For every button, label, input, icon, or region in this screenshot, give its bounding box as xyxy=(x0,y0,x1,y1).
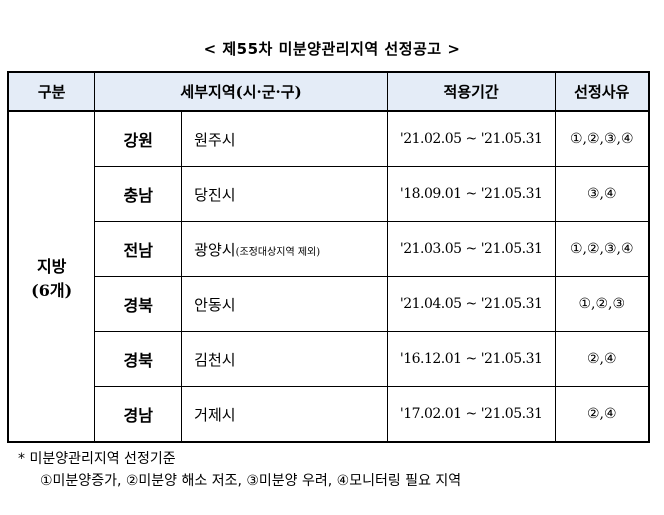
page-title: < 제55차 미분양관리지역 선정공고 > xyxy=(203,40,461,58)
province-cell: 강원 xyxy=(94,110,183,167)
table-row: 경남 거제시 '17.02.01 ~ '21.05.31 ②,④ xyxy=(8,386,650,443)
note-criteria: ①미분양증가, ②미분양 해소 저조, ③미분양 우려, ④모니터링 필요 지역 xyxy=(40,473,462,489)
reason-cell: ①,②,③ xyxy=(554,276,650,332)
table-row: 전남 광양시(조정대상지역 제외) '21.03.05 ~ '21.05.31 ①,②… xyxy=(8,221,650,277)
period-cell: '21.03.05 ~ '21.05.31 xyxy=(386,221,556,277)
city-cell: 김천시 xyxy=(181,331,388,387)
period-cell: '21.02.05 ~ '21.05.31 xyxy=(386,110,556,167)
reason-cell: ②,④ xyxy=(554,386,650,443)
table-row: 지방 (6개) 강원 원주시 '21.02.05 ~ '21.05.31 ①,②,③,④ xyxy=(7,110,650,443)
city-cell: 거제시 xyxy=(181,386,388,443)
city-cell: 광양시(조정대상지역 제외) xyxy=(181,221,388,277)
period-cell: '16.12.01 ~ '21.05.31 xyxy=(386,331,556,387)
city-cell: 원주시 xyxy=(181,110,388,167)
group-cell: 지방 (6개) xyxy=(7,110,96,443)
city-name: 당진시 xyxy=(194,185,236,204)
period-cell: '17.02.01 ~ '21.05.31 xyxy=(386,386,556,443)
header-period: 적용기간 xyxy=(386,71,556,112)
period-cell: '21.04.05 ~ '21.05.31 xyxy=(386,276,556,332)
province-cell: 경북 xyxy=(94,331,183,387)
table-row: 경북 김천시 '16.12.01 ~ '21.05.31 ②,④ xyxy=(8,331,650,387)
city-cell: 안동시 xyxy=(181,276,388,332)
table-row: 경북 안동시 '21.04.05 ~ '21.05.31 ①,②,③ xyxy=(8,276,650,332)
period-cell: '18.09.01 ~ '21.05.31 xyxy=(386,166,556,222)
table-row: 충남 당진시 '18.09.01 ~ '21.05.31 ③,④ xyxy=(8,166,650,222)
note-title: * 미분양관리지역 선정기준 xyxy=(18,451,176,467)
province-cell: 충남 xyxy=(94,166,183,222)
city-name: 거제시 xyxy=(194,405,236,424)
city-note: (조정대상지역 제외) xyxy=(235,246,321,258)
header-region: 세부지역(시·군·구) xyxy=(94,71,388,112)
group-label: 지방 xyxy=(36,256,67,276)
province-cell: 경남 xyxy=(94,386,183,443)
province-cell: 전남 xyxy=(94,221,183,277)
reason-cell: ③,④ xyxy=(554,166,650,222)
header-row: 구분 세부지역(시·군·구) 적용기간 선정사유 xyxy=(7,71,650,112)
city-name: 김천시 xyxy=(194,350,236,369)
reason-cell: ②,④ xyxy=(554,331,650,387)
selection-table: 구분 세부지역(시·군·구) 적용기간 선정사유 지방 (6개) 강원 원주시 '21.… xyxy=(7,71,650,443)
city-name: 원주시 xyxy=(194,130,236,149)
city-name: 광양시 xyxy=(194,240,236,259)
header-reason: 선정사유 xyxy=(554,71,650,112)
city-name: 안동시 xyxy=(194,295,236,314)
header-category: 구분 xyxy=(7,71,96,112)
group-count: (6개) xyxy=(31,280,73,300)
city-cell: 당진시 xyxy=(181,166,388,222)
province-cell: 경북 xyxy=(94,276,183,332)
reason-cell: ①,②,③,④ xyxy=(554,110,650,167)
reason-cell: ①,②,③,④ xyxy=(554,221,650,277)
